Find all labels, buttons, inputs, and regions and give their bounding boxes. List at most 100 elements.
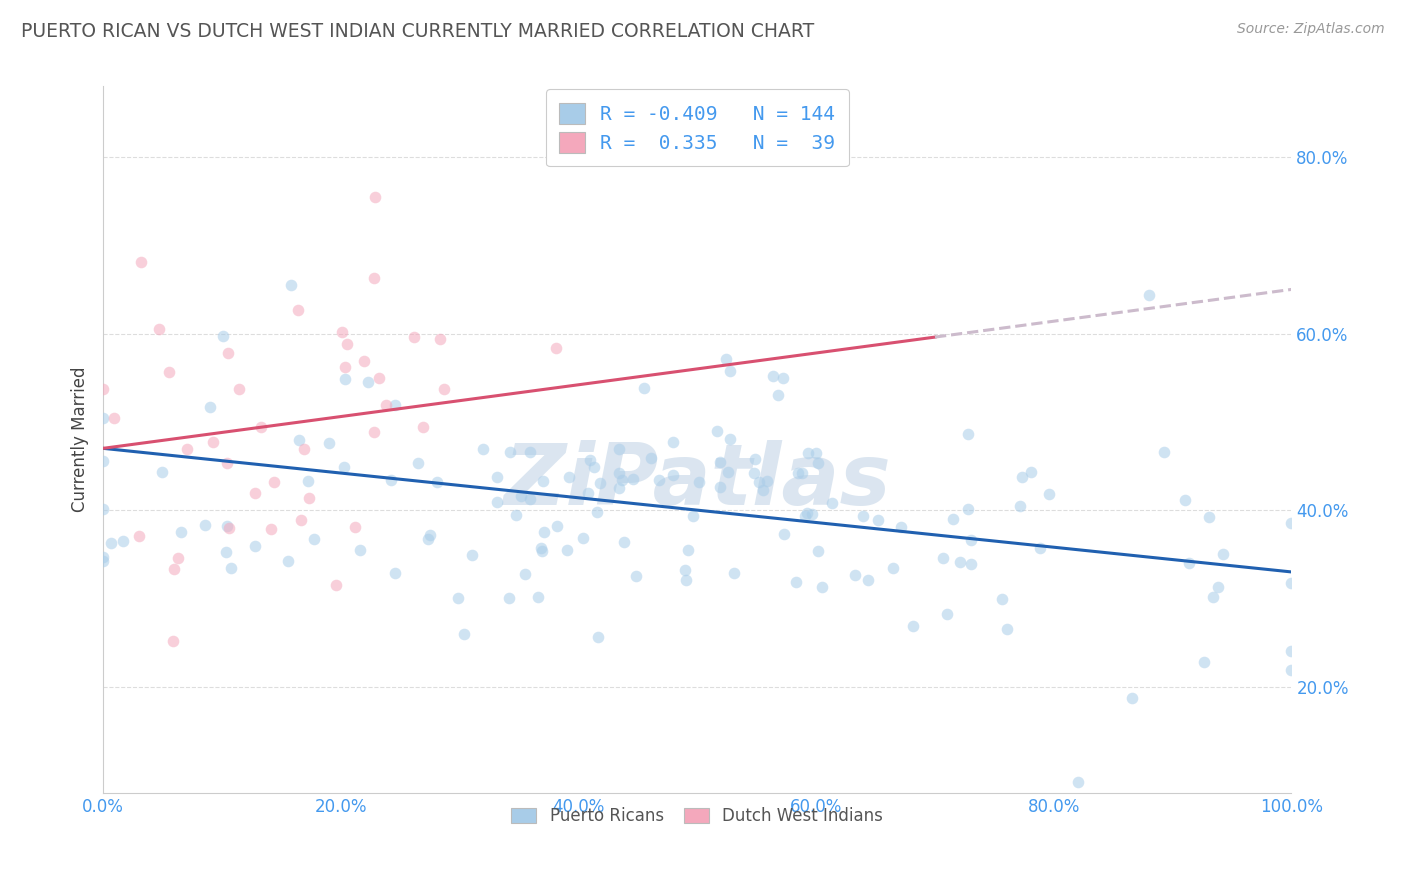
- Point: [576, 485, 599, 500]
- Point: [555, 542, 578, 557]
- Point: [673, 563, 696, 577]
- Point: [709, 455, 731, 469]
- Point: [709, 480, 731, 494]
- Point: [546, 519, 568, 533]
- Point: [363, 271, 385, 285]
- Point: [363, 425, 385, 439]
- Point: [384, 566, 406, 580]
- Point: [1121, 691, 1143, 706]
- Point: [723, 566, 745, 581]
- Point: [717, 466, 740, 480]
- Point: [901, 618, 924, 632]
- Point: [1192, 655, 1215, 669]
- Point: [607, 442, 630, 456]
- Point: [128, 529, 150, 543]
- Point: [856, 573, 879, 587]
- Point: [794, 509, 817, 524]
- Point: [589, 476, 612, 491]
- Point: [716, 351, 738, 366]
- Point: [277, 554, 299, 568]
- Point: [790, 466, 813, 480]
- Point: [212, 328, 235, 343]
- Point: [100, 536, 122, 550]
- Point: [796, 506, 818, 520]
- Point: [325, 578, 347, 592]
- Point: [418, 532, 440, 546]
- Point: [718, 364, 741, 378]
- Point: [335, 372, 357, 386]
- Point: [498, 591, 520, 605]
- Point: [419, 528, 441, 542]
- Point: [648, 473, 671, 487]
- Point: [404, 330, 426, 344]
- Point: [112, 533, 135, 548]
- Point: [429, 332, 451, 346]
- Point: [1281, 576, 1303, 591]
- Y-axis label: Currently Married: Currently Married: [72, 367, 89, 512]
- Point: [336, 337, 359, 351]
- Point: [297, 474, 319, 488]
- Point: [772, 371, 794, 385]
- Point: [762, 369, 785, 384]
- Point: [579, 452, 602, 467]
- Point: [304, 533, 326, 547]
- Point: [959, 533, 981, 547]
- Point: [744, 452, 766, 467]
- Point: [260, 523, 283, 537]
- Point: [280, 278, 302, 293]
- Point: [129, 254, 152, 268]
- Point: [572, 532, 595, 546]
- Point: [1206, 581, 1229, 595]
- Point: [91, 382, 114, 396]
- Point: [357, 376, 380, 390]
- Text: Source: ZipAtlas.com: Source: ZipAtlas.com: [1237, 22, 1385, 37]
- Point: [288, 433, 311, 447]
- Point: [513, 567, 536, 582]
- Point: [531, 474, 554, 488]
- Point: [333, 359, 356, 374]
- Point: [661, 435, 683, 450]
- Point: [217, 518, 239, 533]
- Point: [471, 442, 494, 457]
- Point: [519, 491, 541, 506]
- Point: [956, 502, 979, 516]
- Point: [1178, 557, 1201, 571]
- Point: [621, 472, 644, 486]
- Point: [166, 550, 188, 565]
- Point: [406, 456, 429, 470]
- Point: [332, 325, 354, 339]
- Point: [453, 627, 475, 641]
- Point: [613, 535, 636, 549]
- Text: PUERTO RICAN VS DUTCH WEST INDIAN CURRENTLY MARRIED CORRELATION CHART: PUERTO RICAN VS DUTCH WEST INDIAN CURREN…: [21, 22, 814, 41]
- Point: [374, 398, 396, 412]
- Point: [91, 549, 114, 564]
- Point: [742, 466, 765, 480]
- Point: [1038, 487, 1060, 501]
- Point: [1066, 775, 1088, 789]
- Point: [249, 420, 271, 434]
- Point: [176, 442, 198, 456]
- Point: [811, 580, 834, 594]
- Point: [1212, 547, 1234, 561]
- Point: [956, 427, 979, 442]
- Point: [531, 543, 554, 558]
- Point: [533, 525, 555, 540]
- Point: [800, 507, 823, 521]
- Point: [510, 489, 533, 503]
- Point: [91, 411, 114, 425]
- Point: [1008, 499, 1031, 513]
- Point: [157, 365, 180, 379]
- Point: [675, 574, 697, 588]
- Point: [290, 513, 312, 527]
- Point: [162, 633, 184, 648]
- Point: [433, 382, 456, 396]
- Point: [1281, 516, 1303, 531]
- Point: [624, 569, 647, 583]
- Point: [851, 508, 873, 523]
- Point: [960, 557, 983, 571]
- Point: [612, 474, 634, 488]
- Point: [297, 491, 319, 506]
- Point: [426, 475, 449, 489]
- Point: [1281, 663, 1303, 677]
- Point: [720, 433, 742, 447]
